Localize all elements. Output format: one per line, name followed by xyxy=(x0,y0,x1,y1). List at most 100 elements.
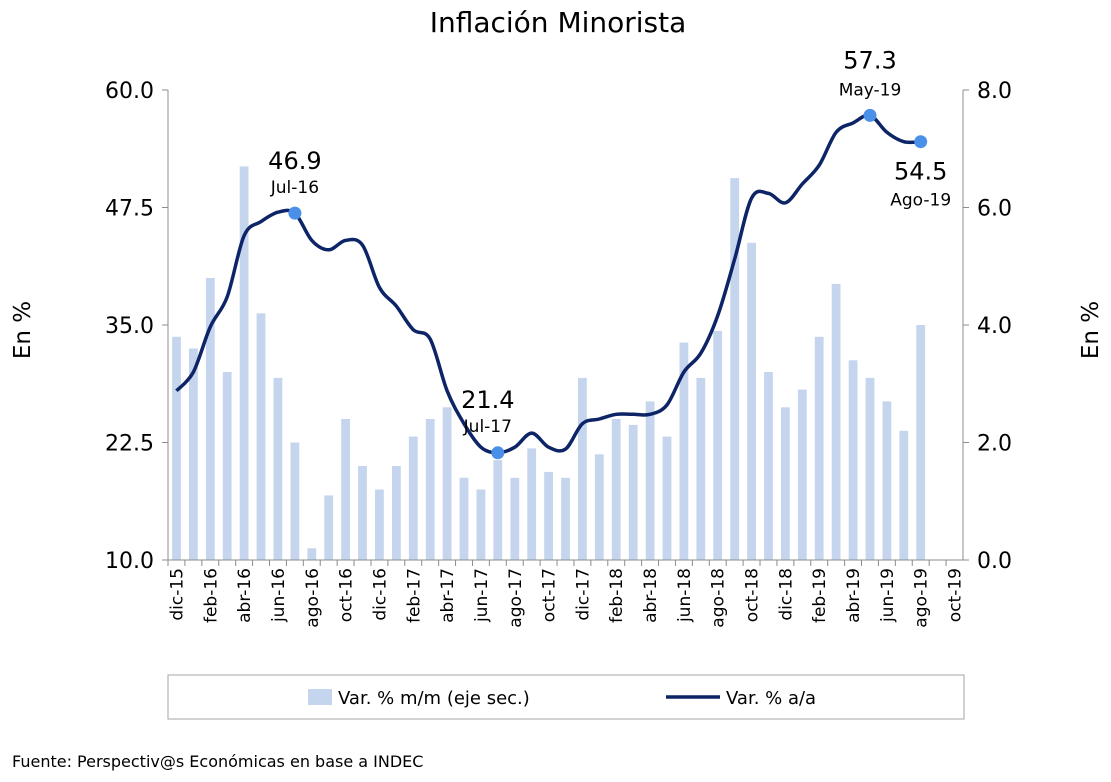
bar-dic-16 xyxy=(375,490,384,561)
annotation-date-may-19: May-19 xyxy=(839,80,902,100)
bar-ene-16 xyxy=(189,349,198,561)
bar-feb-17 xyxy=(409,437,418,560)
chart-title: Inflación Minorista xyxy=(430,6,687,39)
y-right-tick-label: 6.0 xyxy=(977,197,1012,222)
annotation-date-ago-19: Ago-19 xyxy=(890,191,951,211)
bar-jul-16 xyxy=(291,443,300,561)
annotation-date-jul-17: Jul-17 xyxy=(463,417,512,437)
annotation-value-jul-16: 46.9 xyxy=(268,147,321,175)
y-right-tick-label: 8.0 xyxy=(977,79,1012,104)
bar-sep-18 xyxy=(730,178,739,560)
marker-jul-17 xyxy=(491,446,504,459)
bar-jun-19 xyxy=(883,401,892,560)
marker-ago-19 xyxy=(914,135,927,148)
bar-ene-17 xyxy=(392,466,401,560)
bar-oct-16 xyxy=(341,419,350,560)
bar-sep-16 xyxy=(324,495,333,560)
y-right-tick-label: 4.0 xyxy=(977,314,1012,339)
x-tick-label-jun-17: jun-17 xyxy=(472,568,492,623)
bar-ene-19 xyxy=(798,390,807,560)
bar-nov-18 xyxy=(764,372,773,560)
bar-mar-19 xyxy=(832,284,841,560)
annotation-value-jul-17: 21.4 xyxy=(461,386,514,414)
chart-svg: Inflación Minorista 10.0 22.5 35.0 47.5 60.0… xyxy=(0,0,1111,782)
bar-feb-18 xyxy=(612,419,621,560)
bar-ago-17 xyxy=(510,478,519,560)
bar-dic-15 xyxy=(172,337,181,560)
y-axis-right-label: En % xyxy=(1078,301,1104,359)
y-left-tick-label: 35.0 xyxy=(105,314,154,339)
bar-may-16 xyxy=(257,313,266,560)
bar-dic-18 xyxy=(781,407,790,560)
bar-ago-16 xyxy=(307,548,316,560)
x-tick-label-oct-18: oct-18 xyxy=(743,568,763,622)
bar-dic-17 xyxy=(578,378,587,560)
legend: Var. % m/m (eje sec.) Var. % a/a xyxy=(168,675,964,719)
legend-bar-swatch xyxy=(308,689,332,705)
x-tick-label-feb-17: feb-17 xyxy=(404,568,424,623)
x-tick-label-abr-16: abr-16 xyxy=(235,568,255,623)
y-left-tick-label: 22.5 xyxy=(105,432,154,457)
x-tick-label-jun-16: jun-16 xyxy=(269,568,289,623)
bar-ago-18 xyxy=(713,331,722,560)
x-tick-label-ago-18: ago-18 xyxy=(709,568,729,628)
annotation-value-may-19: 57.3 xyxy=(843,46,896,74)
marker-may-19 xyxy=(864,109,877,122)
bar-jul-19 xyxy=(899,431,908,560)
x-tick-label-jun-18: jun-18 xyxy=(675,568,695,623)
bar-abr-17 xyxy=(443,407,452,560)
y-axis-left-label: En % xyxy=(10,301,36,359)
bar-abr-16 xyxy=(240,166,249,560)
x-tick-label-ago-19: ago-19 xyxy=(912,568,932,628)
bar-series xyxy=(172,166,925,560)
bar-nov-16 xyxy=(358,466,367,560)
bar-oct-18 xyxy=(747,243,756,560)
x-tick-label-oct-17: oct-17 xyxy=(540,568,560,622)
annotation-value-ago-19: 54.5 xyxy=(894,158,947,186)
x-tick-label-oct-19: oct-19 xyxy=(946,568,966,622)
bar-mar-16 xyxy=(223,372,232,560)
y-left-tick-label: 10.0 xyxy=(105,549,154,574)
x-tick-label-feb-18: feb-18 xyxy=(607,568,627,623)
x-tick-label-dic-16: dic-16 xyxy=(370,568,390,621)
bar-mar-18 xyxy=(629,425,638,560)
bar-may-19 xyxy=(866,378,875,560)
y-left-tick-label: 60.0 xyxy=(105,79,154,104)
bar-jun-16 xyxy=(274,378,283,560)
x-tick-label-abr-19: abr-19 xyxy=(844,568,864,623)
bar-jul-17 xyxy=(493,460,502,560)
x-tick-label-ago-16: ago-16 xyxy=(303,568,323,628)
y-left-tick-label: 47.5 xyxy=(105,197,154,222)
x-tick-label-feb-19: feb-19 xyxy=(810,568,830,623)
x-tick-label-abr-17: abr-17 xyxy=(438,568,458,623)
marker-jul-16 xyxy=(288,207,301,220)
annotation-date-jul-16: Jul-16 xyxy=(270,178,319,198)
bar-jun-17 xyxy=(477,490,486,561)
x-tick-label-jun-19: jun-19 xyxy=(878,568,898,623)
bar-nov-17 xyxy=(561,478,570,560)
x-tick-label-dic-18: dic-18 xyxy=(776,568,796,621)
bar-ene-18 xyxy=(595,454,604,560)
x-tick-label-dic-17: dic-17 xyxy=(573,568,593,621)
legend-label-line: Var. % a/a xyxy=(726,688,816,709)
x-tick-label-oct-16: oct-16 xyxy=(337,568,357,622)
bar-feb-19 xyxy=(815,337,824,560)
x-tick-label-abr-18: abr-18 xyxy=(641,568,661,623)
bar-may-17 xyxy=(460,478,469,560)
y-right-tick-label: 0.0 xyxy=(977,549,1012,574)
bar-may-18 xyxy=(663,437,672,560)
bar-ago-19 xyxy=(916,325,925,560)
y-right-tick-label: 2.0 xyxy=(977,432,1012,457)
x-tick-label-ago-17: ago-17 xyxy=(506,568,526,628)
bar-oct-17 xyxy=(544,472,553,560)
x-tick-label-feb-16: feb-16 xyxy=(201,568,221,623)
bar-sep-17 xyxy=(527,448,536,560)
legend-label-bars: Var. % m/m (eje sec.) xyxy=(338,688,530,709)
bar-jul-18 xyxy=(696,378,705,560)
source-note: Fuente: Perspectiv@s Económicas en base … xyxy=(12,752,423,771)
x-tick-label-dic-15: dic-15 xyxy=(168,568,188,621)
legend-box xyxy=(168,675,964,719)
bar-abr-19 xyxy=(849,360,858,560)
bar-mar-17 xyxy=(426,419,435,560)
bar-abr-18 xyxy=(646,401,655,560)
